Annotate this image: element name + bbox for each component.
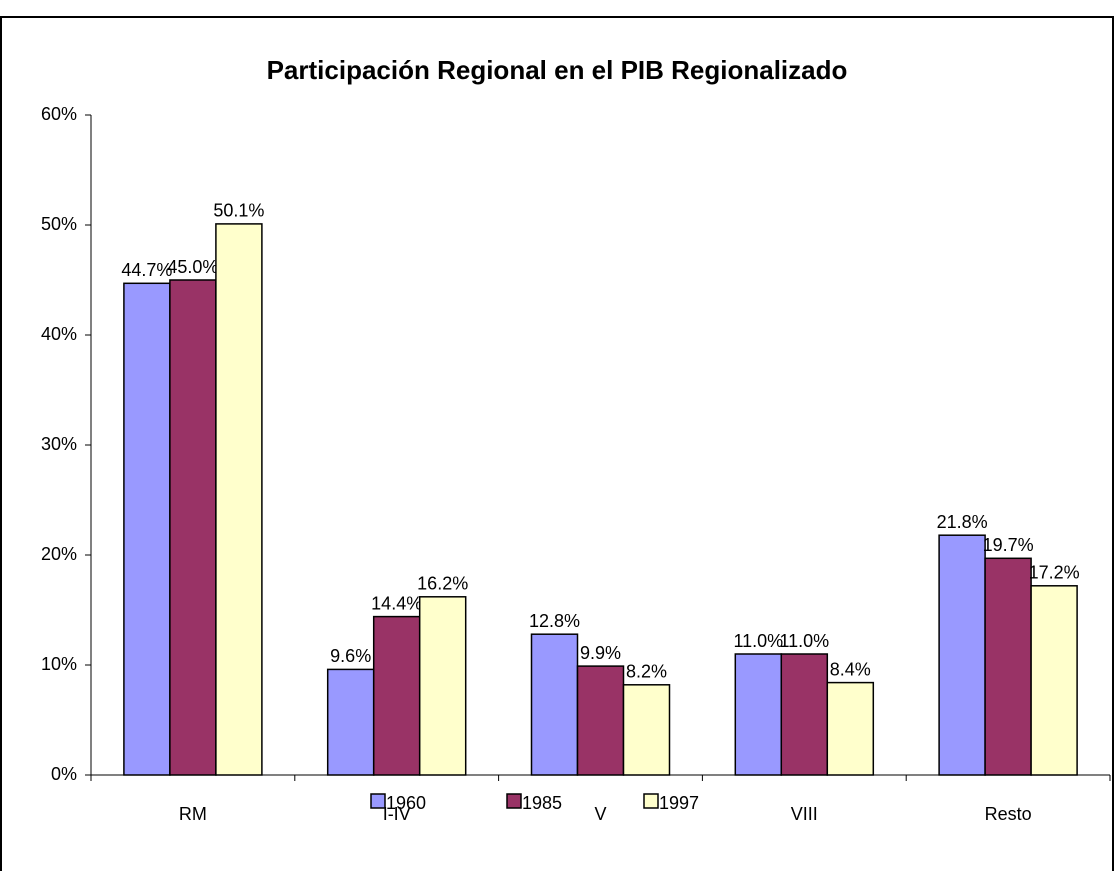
x-tick-label: V [594, 804, 606, 824]
x-tick-label: Resto [985, 804, 1032, 824]
bar [1030, 585, 1078, 776]
legend-swatch [370, 793, 386, 809]
value-label: 14.4% [371, 593, 422, 613]
value-label: 44.7% [121, 260, 172, 280]
legend-swatch [643, 793, 659, 809]
value-label: 9.6% [330, 646, 371, 666]
bar [326, 668, 375, 776]
y-tick-label: 40% [41, 324, 77, 344]
x-tick-label: RM [179, 804, 207, 824]
value-label: 17.2% [1029, 563, 1080, 583]
bar [576, 665, 625, 776]
bar [984, 557, 1032, 776]
x-tick-label: I-IV [383, 804, 411, 824]
value-label: 8.2% [626, 662, 667, 682]
legend-swatch [506, 793, 522, 809]
legend-label: 1985 [522, 793, 562, 813]
value-label: 50.1% [213, 201, 264, 221]
y-tick-label: 60% [41, 104, 77, 124]
bar [734, 653, 783, 776]
value-label: 12.8% [529, 611, 580, 631]
value-label: 8.4% [830, 659, 871, 679]
bar [372, 615, 421, 776]
bar [215, 223, 263, 776]
value-label: 11.0% [779, 631, 829, 651]
legend-label: 1997 [659, 793, 699, 813]
value-label: 11.0% [733, 631, 783, 651]
bar [169, 279, 217, 776]
bar [622, 684, 671, 776]
value-label: 19.7% [983, 535, 1034, 555]
y-tick-label: 10% [41, 654, 77, 674]
legend-label: 1960 [386, 793, 426, 813]
bar [530, 633, 579, 776]
value-label: 45.0% [167, 257, 218, 277]
bar [826, 681, 875, 776]
bar [418, 596, 467, 776]
bar [780, 653, 829, 776]
x-tick-label: VIII [791, 804, 818, 824]
y-tick-label: 30% [41, 434, 77, 454]
bar [123, 282, 171, 776]
y-tick-label: 20% [41, 544, 77, 564]
value-label: 9.9% [580, 643, 621, 663]
value-label: 16.2% [417, 574, 468, 594]
y-tick-label: 0% [51, 764, 77, 784]
chart-title: Participación Regional en el PIB Regiona… [267, 55, 848, 85]
value-label: 21.8% [937, 512, 988, 532]
y-tick-label: 50% [41, 214, 77, 234]
bar [938, 534, 986, 776]
